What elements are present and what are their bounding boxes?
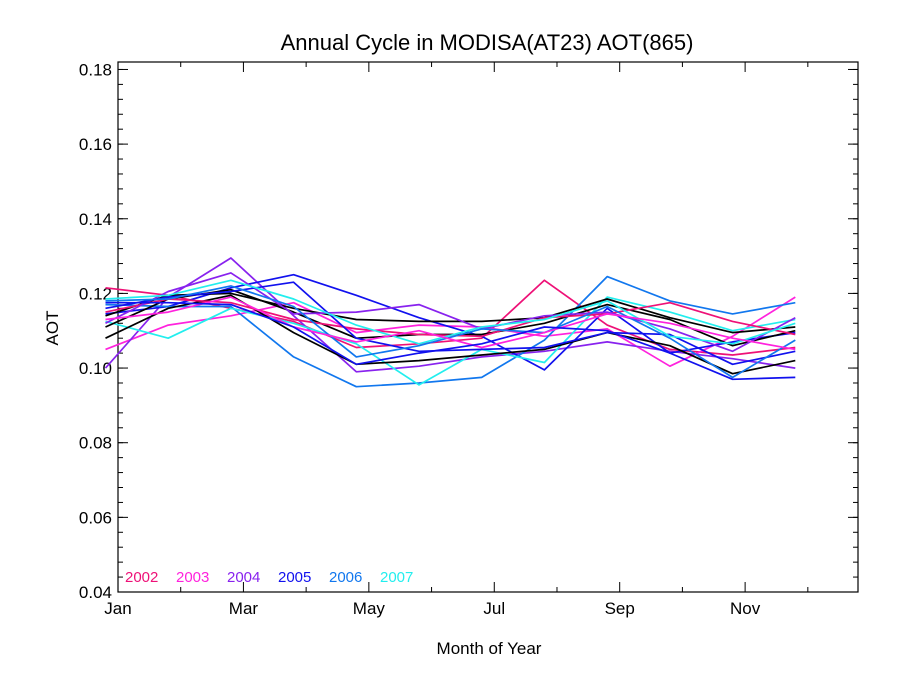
legend-entry-2005: 2005 [278,569,311,586]
series-line-14 [105,296,796,351]
series-line-15 [105,301,796,381]
series-line-5 [105,296,796,386]
y-tick-label: 0.10 [79,359,112,378]
y-tick-label: 0.18 [79,60,112,79]
legend-entry-2002: 2002 [125,569,158,586]
y-tick-label: 0.04 [79,583,112,602]
series-lines [104,257,796,388]
plot-frame [117,61,859,593]
y-tick-label: 0.14 [79,210,112,229]
legend-entry-2007: 2007 [380,569,413,586]
plot-area [117,61,859,593]
series-line-13 [105,279,796,345]
y-tick-label: 0.12 [79,284,112,303]
x-tick-label: Mar [229,599,259,618]
x-tick-label: Jul [483,599,505,618]
legend-entry-2003: 2003 [176,569,209,586]
series-line-6 [105,294,796,375]
x-tick-label: Sep [605,599,635,618]
y-tick-label: 0.06 [79,508,112,527]
y-tick-label: 0.08 [79,434,112,453]
series-line-11 [105,281,796,366]
series-line-10 [105,272,796,353]
x-tick-label: Nov [730,599,761,618]
legend-entry-2006: 2006 [329,569,362,586]
series-line-7 [105,288,796,347]
legend: 2002 2003 2004 2005 2006 2007 [125,569,413,586]
y-axis-label: AOT [43,311,62,346]
y-tick-label: 0.16 [79,135,112,154]
series-line-8 [105,292,796,334]
y-axis-ticks: 0.04 0.06 0.08 0.10 0.12 0.14 0.16 0.18 [79,60,858,602]
x-tick-label: May [353,599,386,618]
series-line-2 [104,257,796,373]
series-line-12 [105,285,796,379]
chart-title: Annual Cycle in MODISA(AT23) AOT(865) [281,30,694,55]
x-tick-label: Jan [104,599,131,618]
x-axis-label: Month of Year [437,639,542,658]
series-line-4 [105,275,796,388]
legend-entry-2004: 2004 [227,569,260,586]
series-line-1 [105,296,796,368]
x-axis-ticks: Jan Mar May Jul Sep Nov [104,62,809,618]
